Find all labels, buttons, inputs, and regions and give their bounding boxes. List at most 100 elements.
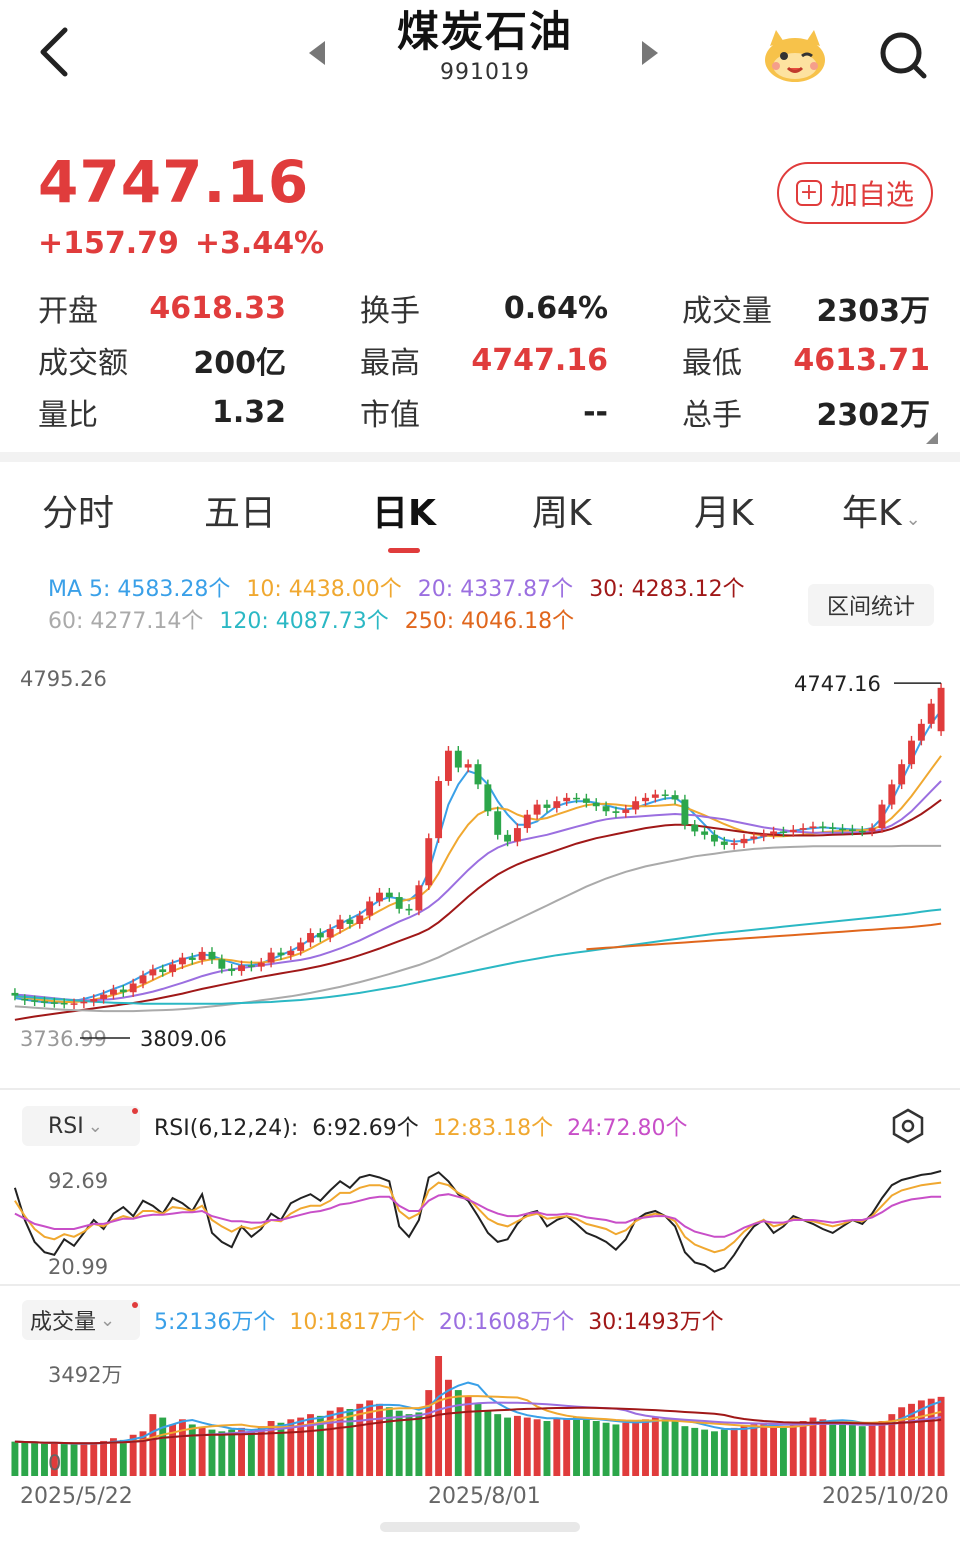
candle-body [750, 836, 758, 839]
candle-body [149, 969, 157, 976]
volume-bar [326, 1410, 334, 1476]
volume-bar [760, 1422, 768, 1476]
ma-line-ma5 [14, 709, 942, 1005]
candle-body [31, 1000, 39, 1002]
volume-bar [287, 1419, 295, 1476]
add-watchlist-button[interactable]: + 加自选 [777, 162, 933, 224]
candle-body [799, 828, 807, 830]
volume-legend-item: 30:1493万个 [588, 1310, 724, 1335]
volume-bar [917, 1400, 925, 1476]
volume-bar [888, 1414, 896, 1476]
stat-total-hands: 总手 2302万 [682, 386, 930, 438]
ma-line-20 [14, 780, 942, 1002]
indicator-selector-label: RSI [48, 1113, 84, 1139]
volume-bar [582, 1419, 590, 1476]
candle-body [159, 969, 167, 973]
back-button[interactable] [30, 22, 80, 82]
volume-bar [819, 1419, 827, 1476]
candle-body [642, 797, 649, 802]
volume-bar [228, 1429, 236, 1476]
candle-body [307, 933, 314, 943]
mascot-icon [765, 30, 825, 82]
candle-body [927, 703, 935, 724]
volume-bar [307, 1414, 314, 1476]
candle-body [937, 687, 945, 732]
rsi-line-6 [13, 1170, 942, 1273]
indicator-selector-volume[interactable]: 成交量 ⌄ [22, 1300, 140, 1340]
volume-bar [346, 1408, 354, 1476]
tab-five-day[interactable]: 五日 [204, 493, 277, 534]
search-button[interactable] [876, 28, 930, 82]
indicator-settings-button[interactable] [888, 1106, 928, 1146]
volume-bar [80, 1443, 88, 1476]
stat-label: 最低 [682, 346, 742, 381]
candle-body [858, 830, 866, 833]
candle-body [346, 919, 354, 924]
volume-bar [50, 1443, 58, 1476]
candle-body [119, 989, 127, 993]
volume-bar [425, 1390, 433, 1476]
volume-bar [711, 1431, 718, 1476]
tab-weekly-k[interactable]: 周K [532, 493, 592, 534]
stat-value: 4613.71 [793, 342, 930, 378]
ma-line-120 [14, 908, 942, 1005]
candle-body [178, 957, 186, 965]
candle-body [21, 998, 29, 1001]
candle-body [169, 964, 177, 973]
range-stats-button[interactable]: 区间统计 [808, 584, 934, 626]
candle-body [651, 794, 659, 798]
volume-bar [908, 1403, 915, 1476]
candlestick-chart[interactable]: 4795.26 4747.16 3736.99 3809.06 [0, 640, 960, 1088]
expand-stats-icon[interactable] [926, 432, 938, 444]
volume-bar [770, 1424, 778, 1476]
y-max-label: 4795.26 [20, 667, 107, 691]
volume-bar [878, 1421, 886, 1476]
volume-bar [809, 1417, 817, 1476]
hexagon-settings-icon [892, 1108, 924, 1144]
volume-chart[interactable]: 3492万 0 [0, 1352, 960, 1478]
volume-bar [868, 1424, 876, 1476]
red-dot-badge [132, 1302, 138, 1308]
ma-legend-item: MA 5: 4583.28个 [48, 577, 231, 602]
volume-bar [100, 1440, 108, 1476]
candle-body [80, 1001, 88, 1004]
triangle-left-icon [309, 41, 325, 65]
mascot-button[interactable] [762, 26, 828, 84]
volume-bar [494, 1414, 502, 1476]
candle-body [50, 1002, 58, 1004]
volume-bar [651, 1417, 659, 1476]
volume-bar [898, 1407, 906, 1476]
candle-body [425, 838, 433, 886]
volume-bar [622, 1422, 630, 1476]
volume-bar [208, 1429, 216, 1476]
volume-bar [513, 1415, 521, 1476]
indicator-selector-label: 成交量 [30, 1310, 97, 1335]
date-label-end: 2025/10/20 [822, 1484, 949, 1509]
candle-body [917, 723, 925, 741]
next-stock-button[interactable] [638, 38, 662, 68]
volume-bar [188, 1424, 196, 1476]
volume-bar [257, 1426, 265, 1476]
section-divider [0, 452, 960, 462]
candle-body [730, 843, 738, 845]
volume-bar [691, 1427, 699, 1476]
rsi-legend-item: 24:72.80个 [567, 1116, 688, 1141]
candle-body [691, 824, 699, 832]
prev-stock-button[interactable] [305, 38, 329, 68]
candle-body [868, 828, 876, 832]
indicator-selector-rsi[interactable]: RSI ⌄ [22, 1106, 140, 1146]
volume-bar [149, 1414, 157, 1476]
rsi-chart[interactable]: 92.69 20.99 [0, 1158, 960, 1282]
top-header: 煤炭石油 991019 [0, 0, 960, 110]
tab-intraday[interactable]: 分时 [42, 493, 115, 534]
tab-yearly-k[interactable]: 年K ⌄ [842, 486, 921, 542]
candle-body [504, 834, 512, 842]
tab-daily-k[interactable]: 日K [372, 493, 436, 534]
tab-monthly-k[interactable]: 月K [694, 493, 754, 534]
candle-body [720, 841, 728, 845]
stat-label: 最高 [360, 346, 420, 381]
volume-bar [90, 1442, 98, 1476]
scroll-handle[interactable] [380, 1522, 580, 1532]
stat-value: 4618.33 [149, 290, 286, 326]
volume-bar [169, 1424, 177, 1476]
